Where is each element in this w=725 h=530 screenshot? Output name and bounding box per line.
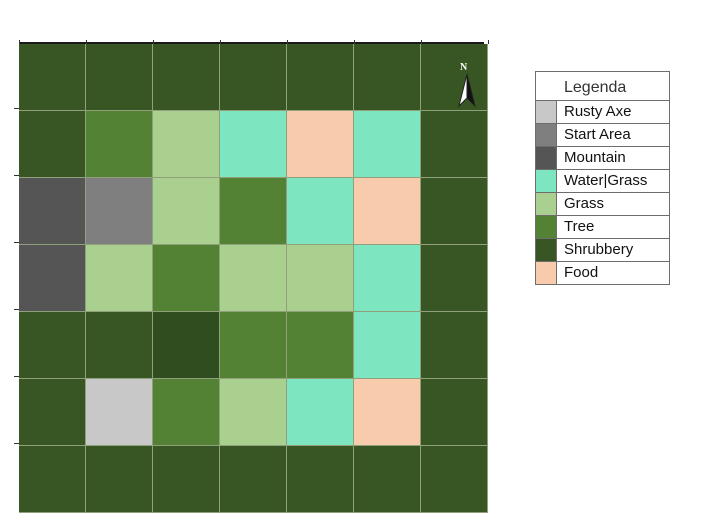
map-tile-shrubbery	[153, 44, 220, 111]
map-tile-grass	[153, 111, 220, 178]
legend-swatch	[536, 170, 557, 192]
map-tile-shrubbery	[287, 44, 354, 111]
north-arrow-icon	[456, 62, 478, 110]
legend-label: Tree	[564, 216, 594, 238]
map-tile-tree	[153, 245, 220, 312]
map-tile-water-grass	[354, 245, 421, 312]
map-tile-tree	[153, 379, 220, 446]
map-tile-shrubbery	[421, 178, 488, 245]
legend-label: Grass	[564, 193, 604, 215]
legend-swatch	[536, 147, 557, 169]
map-tile-food	[287, 111, 354, 178]
legend-item-grass: Grass	[536, 193, 669, 216]
legend-item-shrubbery: Shrubbery	[536, 239, 669, 262]
map-tile-start-area	[86, 178, 153, 245]
map-tile-shrubbery	[421, 245, 488, 312]
map-tile-water-grass	[287, 178, 354, 245]
legend-label: Water|Grass	[564, 170, 647, 192]
axis-tick	[14, 175, 19, 176]
legend-swatch	[536, 239, 557, 261]
north-arrow: N	[456, 62, 478, 110]
map-tile-shrubbery	[354, 446, 421, 513]
map-tile-food	[354, 379, 421, 446]
axis-tick	[287, 40, 288, 44]
legend-label: Food	[564, 262, 598, 284]
map-tile-grass	[86, 245, 153, 312]
map-tile-tree	[287, 312, 354, 379]
axis-tick	[14, 443, 19, 444]
map-tile-shrubbery	[86, 44, 153, 111]
legend-label: Shrubbery	[564, 239, 633, 261]
legend-label: Start Area	[564, 124, 631, 146]
legend-label: Mountain	[564, 147, 626, 169]
map-tile-grass	[220, 379, 287, 446]
map-tile-water-grass	[287, 379, 354, 446]
legend: Legenda Rusty Axe Start Area Mountain Water…	[535, 71, 670, 285]
map-tile-mountain	[19, 178, 86, 245]
legend-title: Legenda	[536, 72, 669, 101]
map-tile-shrubbery	[421, 379, 488, 446]
map-tile-grass	[287, 245, 354, 312]
map-tile-grass	[220, 245, 287, 312]
legend-swatch	[536, 101, 557, 123]
map-tile-mountain	[19, 245, 86, 312]
map-tile-shrubbery	[19, 111, 86, 178]
map-tile-shrubbery	[421, 446, 488, 513]
map-tile-shrubbery	[19, 312, 86, 379]
map-tile-shrubbery	[220, 446, 287, 513]
legend-swatch	[536, 216, 557, 238]
map-tile-shrubbery	[153, 446, 220, 513]
game-map	[19, 42, 484, 512]
map-tile-shrubbery	[19, 379, 86, 446]
legend-swatch	[536, 193, 557, 215]
map-tile-shrubbery	[19, 446, 86, 513]
map-tile-shrubbery	[220, 44, 287, 111]
axis-tick	[86, 40, 87, 44]
legend-item-water-grass: Water|Grass	[536, 170, 669, 193]
legend-item-mountain: Mountain	[536, 147, 669, 170]
map-tile-rusty-axe	[86, 379, 153, 446]
map-tile-tree	[86, 111, 153, 178]
map-tile-shrubbery	[19, 44, 86, 111]
legend-label: Rusty Axe	[564, 101, 632, 123]
map-tile-tree	[220, 312, 287, 379]
legend-item-start-area: Start Area	[536, 124, 669, 147]
map-tile-shrubbery	[421, 312, 488, 379]
legend-item-food: Food	[536, 262, 669, 284]
map-tile-food	[354, 178, 421, 245]
map-tile-shrubbery	[287, 446, 354, 513]
axis-tick	[421, 40, 422, 44]
axis-tick	[19, 40, 20, 44]
legend-list: Rusty Axe Start Area Mountain Water|Grass Gr…	[536, 101, 669, 284]
axis-tick	[153, 40, 154, 44]
map-tile-tree	[220, 178, 287, 245]
axis-tick	[220, 40, 221, 44]
map-tile-shrubbery	[86, 312, 153, 379]
axis-tick	[14, 309, 19, 310]
map-tile-water-grass	[220, 111, 287, 178]
map-tile-shrubbery	[421, 111, 488, 178]
axis-tick	[488, 40, 489, 44]
map-tile-water-grass	[354, 312, 421, 379]
map-tile-shrubbery	[86, 446, 153, 513]
legend-swatch	[536, 262, 557, 284]
legend-swatch	[536, 124, 557, 146]
axis-tick	[354, 40, 355, 44]
map-tile-shrubbery	[354, 44, 421, 111]
axis-tick	[14, 376, 19, 377]
legend-item-tree: Tree	[536, 216, 669, 239]
axis-tick	[14, 242, 19, 243]
axis-tick	[14, 108, 19, 109]
map-tile-shrubbery	[153, 312, 220, 379]
map-tile-water-grass	[354, 111, 421, 178]
map-tile-grass	[153, 178, 220, 245]
legend-item-rusty-axe: Rusty Axe	[536, 101, 669, 124]
